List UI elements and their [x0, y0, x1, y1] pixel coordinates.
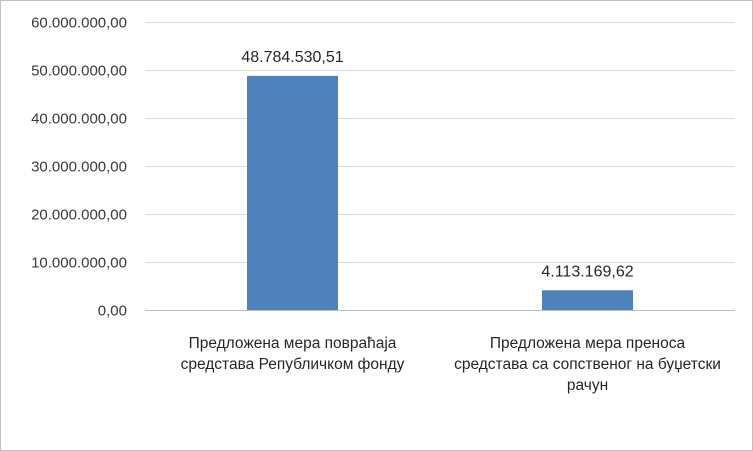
y-tick-label: 40.000.000,00 [31, 111, 127, 128]
data-label-2: 4.113.169,62 [541, 263, 633, 280]
category-label-2-line-2: средстава са сопственог на буџетски [454, 356, 721, 373]
bar-1 [247, 75, 338, 310]
y-tick-label: 30.000.000,00 [31, 159, 127, 176]
category-label-1-line-1: Предложена мера повраћаја [189, 335, 397, 352]
category-labels: Предложена мера повраћаја средстава Репуб… [181, 335, 721, 394]
bars [247, 75, 633, 310]
gridlines [145, 22, 735, 311]
y-tick-label: 10.000.000,00 [31, 255, 127, 272]
category-label-2-line-3: рачун [567, 377, 608, 394]
data-label-1: 48.784.530,51 [241, 49, 343, 66]
bar-2 [542, 290, 633, 310]
y-tick-label: 60.000.000,00 [31, 15, 127, 32]
y-tick-label: 0,00 [98, 303, 127, 320]
y-axis-labels: 0,00 10.000.000,00 20.000.000,00 30.000.000… [31, 15, 127, 320]
category-label-1-line-2: средстава Републичком фонду [181, 356, 405, 373]
y-tick-label: 50.000.000,00 [31, 63, 127, 80]
data-labels: 48.784.530,51 4.113.169,62 [241, 49, 633, 280]
y-tick-label: 20.000.000,00 [31, 207, 127, 224]
category-label-2-line-1: Предложена мера преноса [490, 335, 686, 352]
